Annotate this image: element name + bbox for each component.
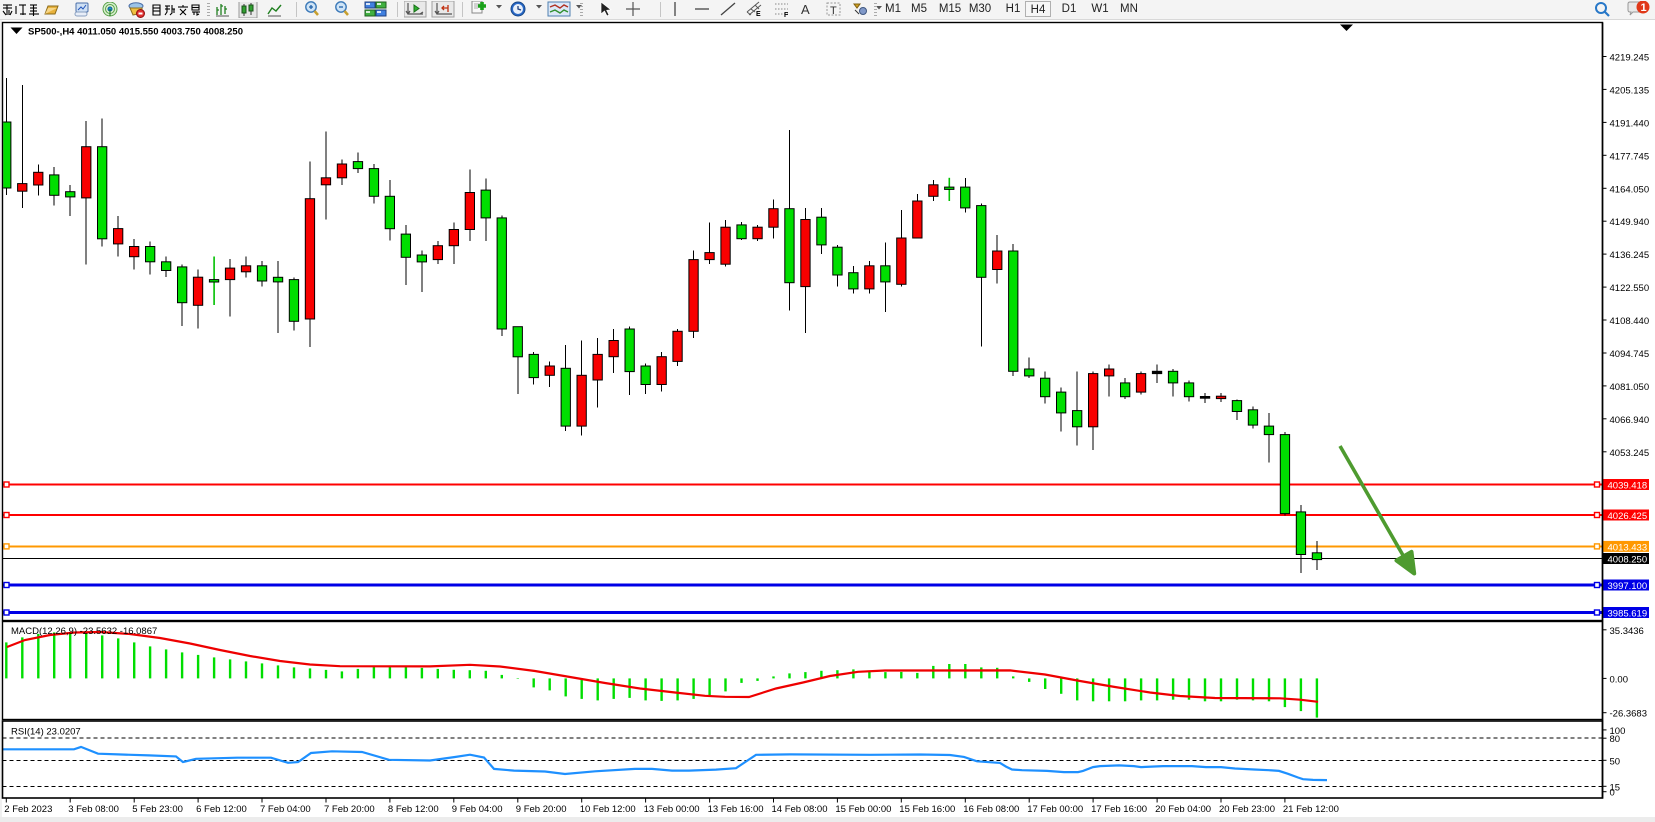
svg-text:4039.418: 4039.418 [1608,481,1648,492]
svg-text:35.3436: 35.3436 [1610,626,1644,637]
svg-text:4081.050: 4081.050 [1610,382,1650,393]
svg-text:4136.245: 4136.245 [1610,250,1650,261]
svg-text:E: E [756,11,761,18]
svg-text:50: 50 [1610,756,1621,767]
svg-text:100: 100 [1610,726,1626,737]
svg-text:15 Feb 00:00: 15 Feb 00:00 [835,804,891,815]
svg-text:T: T [830,5,837,17]
svg-text:9 Feb 04:00: 9 Feb 04:00 [452,804,503,815]
svg-text:-26.3683: -26.3683 [1610,709,1648,720]
svg-text:13 Feb 16:00: 13 Feb 16:00 [708,804,764,815]
svg-text:RSI(14) 23.0207: RSI(14) 23.0207 [11,727,81,738]
svg-text:F: F [784,12,789,18]
svg-text:9 Feb 20:00: 9 Feb 20:00 [516,804,567,815]
svg-text:17 Feb 00:00: 17 Feb 00:00 [1027,804,1083,815]
svg-text:8 Feb 12:00: 8 Feb 12:00 [388,804,439,815]
svg-text:7 Feb 20:00: 7 Feb 20:00 [324,804,375,815]
svg-text:15 Feb 16:00: 15 Feb 16:00 [899,804,955,815]
svg-text:SP500-,H4 4011.050 4015.550 4: SP500-,H4 4011.050 4015.550 4003.750 400… [28,27,243,38]
svg-text:21 Feb 12:00: 21 Feb 12:00 [1283,804,1339,815]
svg-text:3985.619: 3985.619 [1608,609,1648,620]
svg-text:MACD(12,26,9) -23.5632 -16.086: MACD(12,26,9) -23.5632 -16.0867 [11,626,157,637]
svg-text:17 Feb 16:00: 17 Feb 16:00 [1091,804,1147,815]
svg-text:10 Feb 12:00: 10 Feb 12:00 [580,804,636,815]
svg-text:5 Feb 23:00: 5 Feb 23:00 [132,804,183,815]
svg-text:4008.250: 4008.250 [1608,555,1648,566]
svg-text:20 Feb 04:00: 20 Feb 04:00 [1155,804,1211,815]
svg-text:14 Feb 08:00: 14 Feb 08:00 [772,804,828,815]
svg-text:15: 15 [1610,782,1621,793]
svg-text:4026.425: 4026.425 [1608,511,1648,522]
svg-text:13 Feb 00:00: 13 Feb 00:00 [644,804,700,815]
svg-text:4177.745: 4177.745 [1610,151,1650,162]
svg-text:4053.245: 4053.245 [1610,448,1650,459]
svg-text:4205.135: 4205.135 [1610,85,1650,96]
svg-text:4164.050: 4164.050 [1610,184,1650,195]
svg-text:16 Feb 08:00: 16 Feb 08:00 [963,804,1019,815]
svg-text:0.00: 0.00 [1610,674,1629,685]
svg-text:4066.940: 4066.940 [1610,415,1650,426]
svg-text:4013.433: 4013.433 [1608,542,1648,553]
svg-text:4108.440: 4108.440 [1610,316,1650,327]
svg-text:0: 0 [1610,788,1615,799]
svg-text:4191.440: 4191.440 [1610,118,1650,129]
svg-text:4094.745: 4094.745 [1610,349,1650,360]
svg-text:80: 80 [1610,734,1621,745]
svg-text:4122.550: 4122.550 [1610,283,1650,294]
svg-text:3997.100: 3997.100 [1608,581,1648,592]
svg-text:3 Feb 08:00: 3 Feb 08:00 [68,804,119,815]
svg-text:6 Feb 12:00: 6 Feb 12:00 [196,804,247,815]
svg-text:20 Feb 23:00: 20 Feb 23:00 [1219,804,1275,815]
svg-text:4149.940: 4149.940 [1610,217,1650,228]
svg-text:7 Feb 04:00: 7 Feb 04:00 [260,804,311,815]
svg-text:4219.245: 4219.245 [1610,53,1650,64]
svg-text:A: A [801,2,810,17]
svg-text:1: 1 [1641,2,1647,14]
svg-text:2 Feb 2023: 2 Feb 2023 [4,804,52,815]
